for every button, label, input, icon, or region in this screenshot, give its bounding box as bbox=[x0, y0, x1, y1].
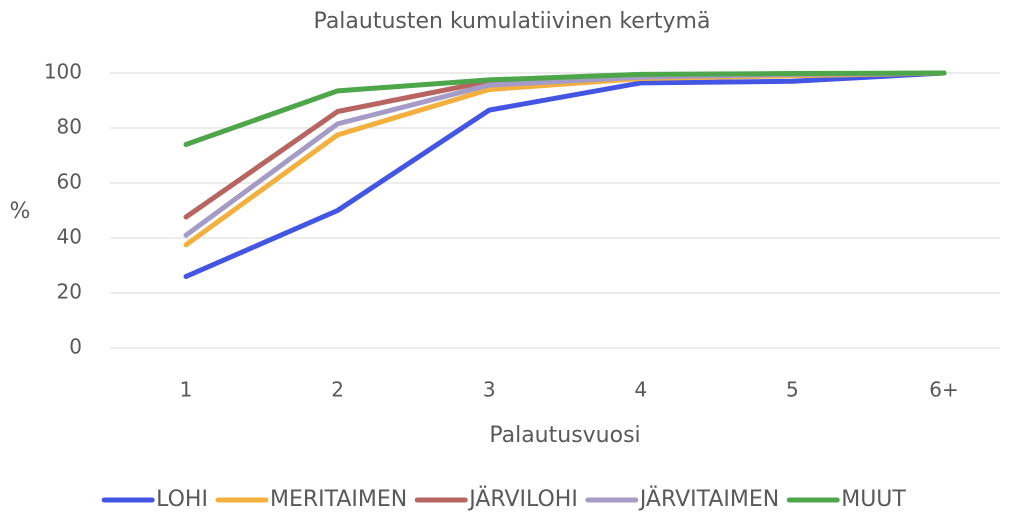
series-line bbox=[183, 70, 947, 147]
y-tick-label: 20 bbox=[57, 280, 82, 304]
x-tick-label: 4 bbox=[634, 378, 647, 402]
x-tick-label: 6+ bbox=[929, 378, 958, 402]
y-tick-label: 0 bbox=[69, 335, 82, 359]
y-axis-title: % bbox=[10, 199, 31, 224]
legend-label: MERITAIMEN bbox=[270, 487, 407, 512]
legend-label: MUUT bbox=[841, 487, 906, 512]
x-axis-title: Palautusvuosi bbox=[489, 423, 640, 448]
legend-label: JÄRVITAIMEN bbox=[638, 486, 779, 512]
y-tick-label: 60 bbox=[57, 170, 82, 194]
legend-label: LOHI bbox=[156, 487, 208, 512]
series-line bbox=[183, 70, 947, 279]
legend-label: JÄRVILOHI bbox=[467, 486, 578, 512]
y-tick-label: 100 bbox=[44, 60, 82, 84]
x-tick-label: 3 bbox=[483, 378, 496, 402]
chart-title: Palautusten kumulatiivinen kertymä bbox=[314, 9, 711, 34]
x-tick-label: 5 bbox=[786, 378, 799, 402]
x-tick-label: 1 bbox=[180, 378, 193, 402]
x-tick-label: 2 bbox=[331, 378, 344, 402]
y-tick-label: 80 bbox=[57, 115, 82, 139]
y-tick-label: 40 bbox=[57, 225, 82, 249]
